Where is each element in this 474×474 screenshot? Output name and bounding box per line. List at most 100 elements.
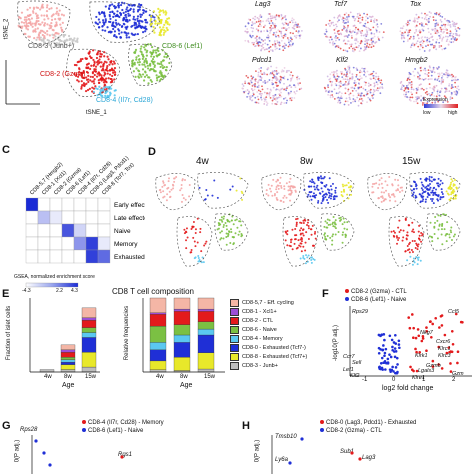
- expression-point: [261, 43, 264, 46]
- volcano-f-point: [396, 363, 399, 366]
- tsne-point: [106, 69, 109, 72]
- expression-point: [435, 98, 438, 101]
- expression-point: [279, 103, 282, 106]
- tsne-point: [144, 65, 147, 68]
- volcano-f-point: [421, 337, 425, 340]
- expression-point: [424, 67, 426, 70]
- tsne-point: [104, 29, 107, 32]
- expression-point: [254, 82, 256, 85]
- tsne-point: [164, 10, 167, 13]
- expression-point: [365, 34, 368, 37]
- tsne-point: [137, 70, 141, 73]
- volcano-f-gene-label: Klrc1: [438, 346, 451, 352]
- timepoint-point: [424, 186, 427, 189]
- timepoint-point: [194, 228, 197, 231]
- expression-point: [278, 30, 281, 33]
- gsea-row-label: Memory: [114, 241, 138, 248]
- expression-point: [356, 69, 359, 72]
- expression-point: [268, 73, 271, 76]
- expression-point: [361, 16, 364, 19]
- volcano-f-point: [380, 356, 384, 360]
- expression-point: [278, 16, 281, 19]
- expression-point: [350, 43, 353, 46]
- tsne-point: [136, 25, 139, 28]
- expression-point: [335, 23, 337, 26]
- tsne-point: [142, 79, 146, 82]
- expression-point: [450, 93, 453, 96]
- timepoint-point: [388, 176, 391, 179]
- expression-point: [416, 97, 419, 100]
- timepoint-point: [439, 196, 442, 199]
- volcano-f-point: [381, 348, 385, 352]
- expression-point: [438, 46, 441, 49]
- tsne-point: [145, 54, 148, 57]
- volcano-f-point: [384, 368, 387, 371]
- volcano-f-point: [394, 333, 397, 337]
- expression-point: [338, 91, 341, 93]
- timepoint-point: [414, 194, 417, 197]
- expression-point: [331, 80, 334, 83]
- expression-point: [266, 43, 269, 46]
- timepoint-point: [322, 194, 325, 197]
- expression-point: [260, 16, 263, 19]
- volcano-f-point: [451, 342, 455, 346]
- expression-point: [414, 25, 417, 28]
- expression-point: [406, 79, 409, 82]
- tsne-point: [67, 34, 71, 38]
- expression-point: [352, 94, 355, 97]
- volcano-h-gene-ly6a: Ly6a: [275, 457, 288, 463]
- expression-point: [378, 31, 381, 33]
- timepoint-point: [328, 189, 331, 192]
- timepoint-point: [275, 180, 278, 183]
- expression-point: [289, 99, 291, 101]
- expression-legend-title: Expression: [423, 97, 448, 103]
- expression-point: [415, 100, 418, 103]
- composition-legend-item: CD8-2 - CTL: [230, 316, 320, 325]
- tsne-point: [149, 51, 152, 54]
- tsne-point: [80, 87, 83, 90]
- tsne-point: [92, 90, 95, 94]
- timepoint-point: [325, 238, 328, 241]
- timepoint-point: [304, 249, 307, 252]
- timepoint-point: [430, 180, 433, 183]
- timepoint-point: [328, 177, 331, 180]
- expression-point: [458, 27, 461, 30]
- expression-point: [427, 71, 430, 74]
- timepoint-point: [307, 193, 310, 196]
- timepoint-point: [342, 189, 345, 192]
- expression-point: [338, 38, 341, 41]
- tsne-point: [132, 18, 135, 21]
- tsne-point: [34, 22, 37, 26]
- panel-letter-h: H: [242, 420, 250, 432]
- expression-point: [426, 102, 428, 105]
- expression-point: [347, 15, 350, 18]
- expression-point: [263, 103, 266, 105]
- tsne-point: [97, 18, 100, 21]
- tsne-point: [73, 72, 76, 76]
- tsne-point: [156, 48, 159, 52]
- tsne-point: [155, 74, 158, 77]
- expression-point: [359, 75, 362, 78]
- timepoint-point: [440, 188, 443, 191]
- expression-point: [399, 30, 402, 33]
- expression-point: [418, 84, 421, 86]
- expression-point: [274, 16, 277, 19]
- tsne-point: [113, 25, 116, 28]
- tsne-point: [43, 14, 46, 17]
- timepoint-point: [313, 182, 316, 185]
- timepoint-point: [313, 244, 316, 247]
- tsne-point: [112, 21, 115, 24]
- tsne-point: [133, 21, 136, 24]
- expression-point: [358, 50, 361, 53]
- timepoint-point: [293, 242, 296, 245]
- expression-point: [268, 93, 271, 95]
- tsne-point: [37, 22, 40, 26]
- timepoint-point: [222, 217, 225, 220]
- expression-point: [256, 16, 259, 19]
- timepoint-point: [428, 179, 431, 182]
- expression-point: [420, 40, 422, 43]
- composition-bar-segment: [149, 342, 167, 350]
- expression-point: [405, 84, 408, 87]
- timepoint-point: [412, 260, 415, 263]
- expression-point: [438, 44, 441, 47]
